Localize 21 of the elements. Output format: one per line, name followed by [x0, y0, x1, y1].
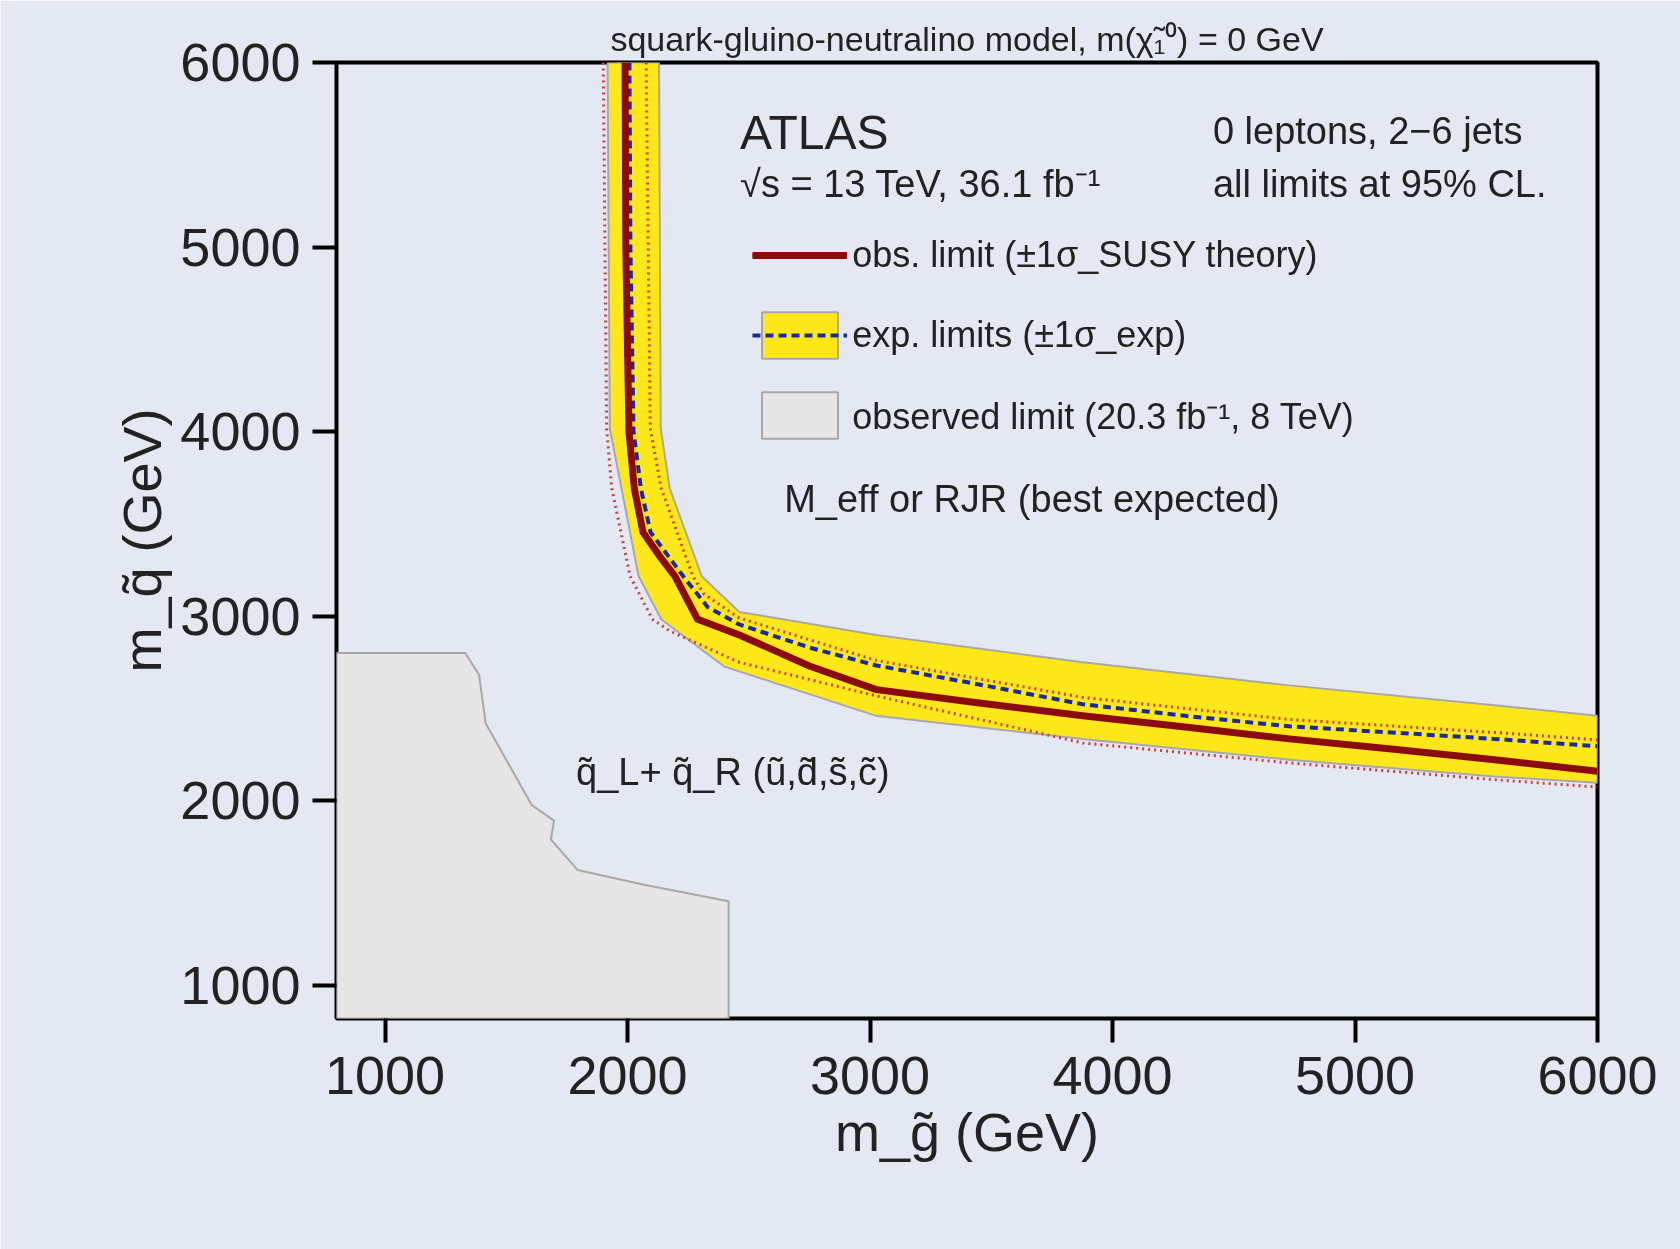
y-tick-label: 5000	[180, 216, 301, 277]
x-tick-label: 5000	[1294, 1044, 1416, 1105]
annotation: M_eff or RJR (best expected)	[784, 478, 1280, 521]
y-tick-label: 2000	[180, 770, 301, 831]
y-tick-label: 1000	[180, 954, 301, 1015]
y-tick-label: 4000	[180, 401, 301, 462]
y-tick-label: 3000	[180, 585, 301, 646]
annotation: ATLAS	[740, 105, 889, 159]
legend-label: exp. limits (±1σ_exp)	[852, 313, 1187, 358]
x-tick-label: 6000	[1537, 1044, 1658, 1105]
legend-label: observed limit (20.3 fb⁻¹, 8 TeV)	[852, 394, 1354, 439]
annotation: q̃_L+ q̃_R (ũ,d̃,s̃,c̃)	[576, 750, 890, 793]
annotation: all limits at 95% CL.	[1212, 162, 1547, 205]
y-tick-label: 6000	[180, 32, 301, 92]
y-axis-title: m_q̃ (GeV)	[112, 408, 173, 673]
legend-label: obs. limit (±1σ_SUSY theory)	[852, 233, 1318, 278]
x-tick-label: 1000	[324, 1044, 446, 1105]
x-tick-label: 2000	[567, 1044, 688, 1105]
annotation: 0 leptons, 2−6 jets	[1212, 110, 1523, 153]
chart-title: squark-gluino-neutralino model, m(χ̃₁⁰) = 0 GeV	[610, 19, 1324, 58]
annotation: √s = 13 TeV, 36.1 fb⁻¹	[740, 162, 1101, 205]
